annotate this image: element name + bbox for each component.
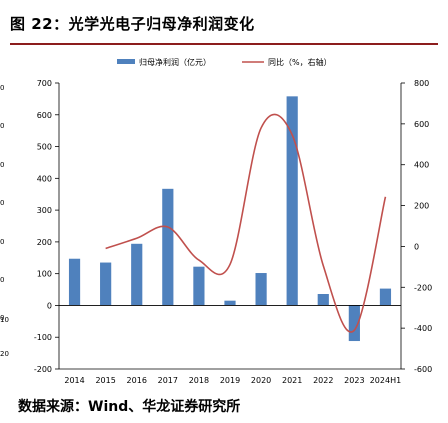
- bar: [68, 258, 81, 306]
- right-tick-label: -600: [414, 365, 432, 374]
- x-tick-label: 2016: [127, 376, 147, 385]
- legend-line-label: 同比（%，右轴）: [268, 57, 332, 67]
- cut-label: 0: [0, 314, 5, 322]
- left-tick-label: 400: [37, 174, 52, 183]
- left-tick-label: 0: [47, 301, 52, 310]
- left-y-axis: 700 600 500 400 300 200 100 0 -100 -200: [34, 79, 60, 374]
- figure-title: 图 22：光学光电子归母净利润变化: [10, 15, 255, 33]
- bar: [317, 294, 329, 306]
- left-tick-label: -200: [34, 365, 52, 374]
- left-tick-label: 200: [37, 238, 52, 247]
- left-tick-label: 500: [37, 143, 52, 152]
- x-tick-label: 2020: [251, 376, 271, 385]
- bar: [224, 300, 236, 306]
- cut-label: 20: [0, 350, 9, 358]
- x-tick-label: 2018: [189, 376, 209, 385]
- legend-bar-swatch: [117, 59, 135, 64]
- x-tick-label: 2024H1: [370, 376, 401, 385]
- x-tick-label: 2021: [282, 376, 302, 385]
- chart-legend: 归母净利润（亿元） 同比（%，右轴）: [117, 57, 332, 67]
- cut-label: 0: [0, 276, 5, 284]
- yoy-line: [105, 113, 387, 333]
- cut-label: 0: [0, 84, 5, 92]
- x-tick-label: 2022: [313, 376, 333, 385]
- right-tick-label: 0: [414, 242, 419, 251]
- right-tick-label: 800: [414, 79, 429, 88]
- bar: [286, 96, 298, 306]
- cut-label: 0: [0, 122, 5, 130]
- title-rule: [10, 43, 438, 45]
- x-axis: 2014 2015 2016 2017 2018 2019 2020 2021 2022 2023…: [59, 368, 401, 385]
- cut-label: 0: [0, 238, 5, 246]
- profit-chart: 归母净利润（亿元） 同比（%，右轴） 700 600 500 400 300 200 100 0…: [34, 57, 432, 385]
- bar: [348, 305, 360, 342]
- x-tick-label: 2017: [158, 376, 178, 385]
- bar: [193, 266, 205, 306]
- cut-label: 0: [0, 199, 5, 207]
- bar: [131, 243, 143, 306]
- left-tick-label: 700: [37, 79, 52, 88]
- bar: [255, 273, 267, 306]
- cut-label: 10: [0, 316, 9, 324]
- cut-label: 0: [0, 161, 5, 169]
- bar: [100, 262, 112, 306]
- right-tick-label: -400: [414, 324, 432, 333]
- left-tick-label: 300: [37, 206, 52, 215]
- left-tick-label: 600: [37, 111, 52, 120]
- right-tick-label: -200: [414, 283, 432, 292]
- right-tick-label: 200: [414, 202, 429, 211]
- figure-source: 数据来源：Wind、华龙证券研究所: [18, 399, 241, 415]
- left-tick-label: -100: [34, 333, 52, 342]
- x-tick-label: 2019: [220, 376, 240, 385]
- bar-series: [68, 96, 392, 342]
- right-tick-label: 400: [414, 161, 429, 170]
- legend-bar-label: 归母净利润（亿元）: [139, 57, 211, 67]
- x-tick-label: 2014: [64, 376, 84, 385]
- x-tick-label: 2023: [344, 376, 364, 385]
- left-tick-label: 100: [37, 270, 52, 279]
- bar: [379, 288, 392, 306]
- line-series: [105, 113, 387, 333]
- right-y-axis: 800 600 400 200 0 -200 -400 -600: [400, 79, 432, 374]
- bar: [162, 188, 174, 306]
- right-tick-label: 600: [414, 120, 429, 129]
- x-tick-label: 2015: [95, 376, 115, 385]
